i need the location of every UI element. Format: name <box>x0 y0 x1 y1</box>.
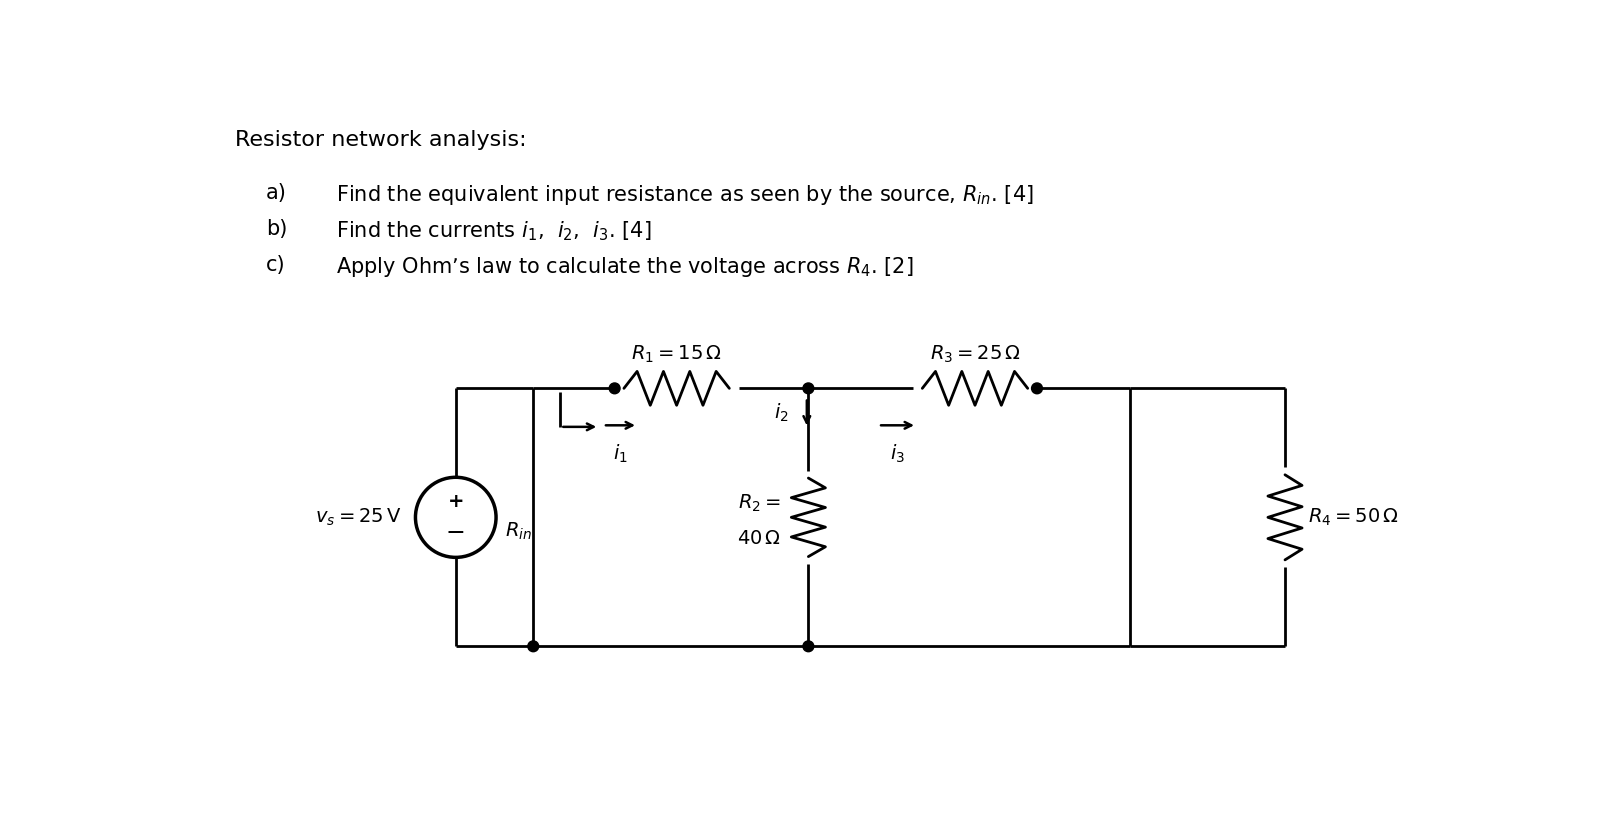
Text: $R_4 = 50\,\Omega$: $R_4 = 50\,\Omega$ <box>1309 506 1398 528</box>
Text: $i_1$: $i_1$ <box>613 442 627 465</box>
Text: $i_3$: $i_3$ <box>890 442 906 465</box>
Text: $R_2 =$: $R_2 =$ <box>738 493 781 514</box>
Circle shape <box>1032 383 1043 393</box>
Circle shape <box>803 383 814 393</box>
Text: $R_{in}$: $R_{in}$ <box>506 520 533 542</box>
Text: −: − <box>446 520 466 544</box>
Circle shape <box>803 641 814 652</box>
Text: +: + <box>448 492 464 511</box>
Text: $40\,\Omega$: $40\,\Omega$ <box>738 530 781 549</box>
Circle shape <box>528 641 539 652</box>
Text: Find the currents $i_1$,  $i_2$,  $i_3$. [4]: Find the currents $i_1$, $i_2$, $i_3$. [… <box>336 219 651 242</box>
Text: b): b) <box>266 219 288 239</box>
Text: Resistor network analysis:: Resistor network analysis: <box>235 130 526 150</box>
Text: Apply Ohm’s law to calculate the voltage across $R_4$. [2]: Apply Ohm’s law to calculate the voltage… <box>336 255 914 279</box>
Text: Find the equivalent input resistance as seen by the source, $R_{in}$. [4]: Find the equivalent input resistance as … <box>336 183 1034 207</box>
Text: c): c) <box>266 255 285 275</box>
Text: $i_2$: $i_2$ <box>774 402 789 424</box>
Text: $R_3 = 25\,\Omega$: $R_3 = 25\,\Omega$ <box>930 344 1021 365</box>
Text: $R_1 = 15\,\Omega$: $R_1 = 15\,\Omega$ <box>632 344 722 365</box>
Text: $v_s = 25\,\mathrm{V}$: $v_s = 25\,\mathrm{V}$ <box>315 506 402 528</box>
Circle shape <box>610 383 621 393</box>
Text: a): a) <box>266 183 286 203</box>
